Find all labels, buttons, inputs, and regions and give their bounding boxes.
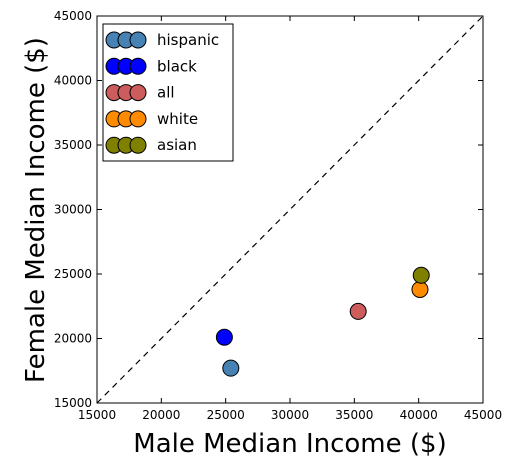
legend-label-black: black bbox=[157, 57, 197, 75]
y-tick-label: 15000 bbox=[54, 396, 92, 410]
x-axis-title: Male Median Income ($) bbox=[133, 429, 446, 459]
y-tick-label: 45000 bbox=[54, 9, 92, 23]
point-black bbox=[215, 328, 233, 346]
legend-label-white: white bbox=[157, 110, 198, 128]
legend-marker-hispanic bbox=[129, 31, 147, 49]
legend-marker-black bbox=[129, 57, 147, 75]
legend-label-asian: asian bbox=[157, 136, 197, 154]
x-tick-label: 15000 bbox=[78, 408, 116, 422]
legend-marker-white bbox=[129, 110, 147, 128]
x-tick-label: 35000 bbox=[335, 408, 373, 422]
y-tick-label: 40000 bbox=[54, 74, 92, 88]
x-tick-label: 20000 bbox=[142, 408, 180, 422]
legend: hispanic black all white asian bbox=[102, 23, 234, 162]
point-white bbox=[411, 280, 429, 298]
point-all bbox=[349, 302, 367, 320]
y-tick-label: 25000 bbox=[54, 267, 92, 281]
y-axis-title: Female Median Income ($) bbox=[21, 37, 51, 383]
point-asian bbox=[412, 266, 430, 284]
y-tick-label: 20000 bbox=[54, 332, 92, 346]
plot-frame bbox=[96, 15, 484, 404]
legend-label-all: all bbox=[157, 84, 175, 102]
legend-label-hispanic: hispanic bbox=[157, 31, 219, 49]
data-points bbox=[215, 266, 430, 377]
x-tick-label: 45000 bbox=[464, 408, 502, 422]
axis-ticks: 15000 20000 25000 30000 35000 40000 45000 15000… bbox=[54, 9, 502, 422]
x-tick-label: 30000 bbox=[271, 408, 309, 422]
identity-reference-line bbox=[96, 15, 484, 404]
legend-marker-asian bbox=[129, 136, 147, 154]
y-tick-label: 30000 bbox=[54, 203, 92, 217]
point-hispanic bbox=[222, 359, 240, 377]
x-tick-label: 25000 bbox=[207, 408, 245, 422]
x-tick-label: 40000 bbox=[400, 408, 438, 422]
y-tick-label: 35000 bbox=[54, 138, 92, 152]
legend-marker-all bbox=[129, 84, 147, 102]
